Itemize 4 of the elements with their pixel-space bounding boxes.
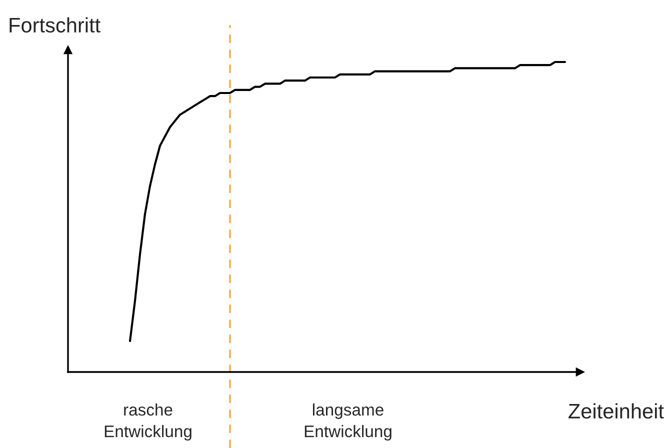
x-axis-title: Zeiteinheit — [568, 403, 664, 419]
text: rasche Entwicklung — [104, 403, 192, 441]
text: langsame Entwicklung — [304, 403, 392, 441]
y-axis-title: Fortschritt — [10, 17, 100, 33]
